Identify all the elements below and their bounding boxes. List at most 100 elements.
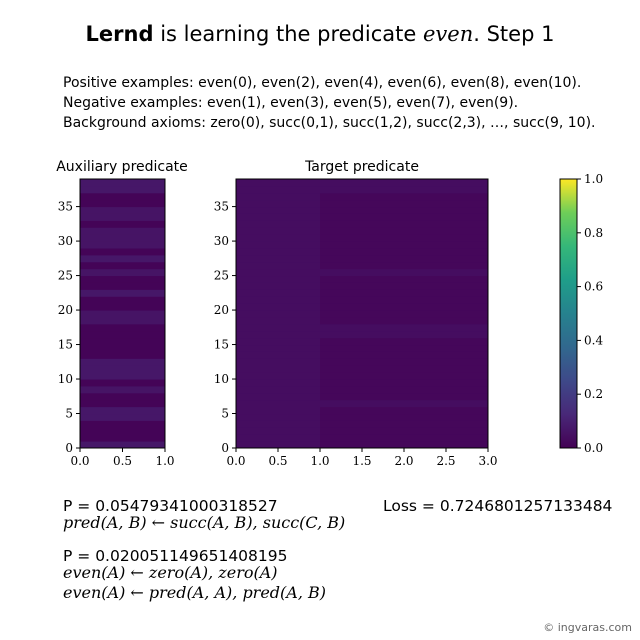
heatmap-cell [320,344,405,352]
x-tick-label: 2.0 [394,454,413,468]
heatmap-cell [320,282,405,290]
y-tick-label: 5 [65,407,73,421]
x-tick-label: 0.5 [113,454,132,468]
heatmap-cell [320,185,405,194]
heatmap-cell [236,227,321,235]
title-text: is learning the predicate [160,22,417,46]
aux-probability: P = 0.05479341000318527 [63,497,278,515]
y-tick-label: 0.8 [584,226,603,240]
y-tick-label: 25 [214,269,229,283]
heatmap-cell [236,192,321,201]
heatmap-cell [236,275,321,283]
heatmap-cell [236,351,321,359]
heatmap-cell [320,268,405,277]
heatmap-cell [320,365,405,373]
heatmap-cell [320,372,405,380]
heatmap-cell [80,268,166,277]
y-tick-label: 30 [58,234,73,248]
heatmap-cell [236,434,321,442]
target-rule-2: even(A) ← pred(A, A), pred(A, B) [63,583,327,602]
heatmap-cell [80,199,166,208]
heatmap-cell [404,420,489,428]
heatmap-cell [80,275,166,283]
heatmap-cell [320,406,405,415]
heatmap-cell [80,185,166,194]
heatmap-cell [236,282,321,290]
heatmap-cell [404,275,489,283]
figure-title: Lernd is learning the predicate even. St… [0,22,640,46]
heatmap-cell [80,234,166,242]
heatmap-cell [404,365,489,373]
heatmap-cell [320,434,405,442]
colorbar-gradient [560,179,577,448]
heatmap-cell [404,234,489,242]
heatmap-cell [320,392,405,401]
heatmap-cell [80,247,166,256]
heatmap-cell [80,179,166,187]
heatmap-cell [236,413,321,421]
heatmap-cell [80,192,166,201]
heatmap-cell [236,296,321,304]
y-tick-label: 35 [58,200,73,214]
heatmap-cell [404,185,489,194]
heatmap-cell [80,365,166,373]
heatmap-cell [404,220,489,228]
heatmap-cell [80,344,166,352]
heatmap-cell [236,261,321,270]
heatmap-cell [404,441,489,449]
heatmap-cell [404,427,489,435]
heatmap-cell [320,330,405,339]
heatmap-cell [404,399,489,408]
heatmap-cell [320,254,405,263]
heatmap-cell [404,392,489,401]
heatmap-cell [320,351,405,359]
aux-title: Auxiliary predicate [56,159,188,175]
heatmap-cell [236,241,321,249]
aux-rule: pred(A, B) ← succ(A, B), succ(C, B) [63,513,346,532]
heatmap-cell [404,261,489,270]
heatmap-cell [404,296,489,304]
x-tick-label: 0.0 [70,454,89,468]
heatmap-cell [404,268,489,277]
heatmap-cell [80,220,166,228]
heatmap-cell [80,434,166,442]
heatmap-cell [80,385,166,394]
heatmap-cell [404,179,489,187]
heatmap-cell [80,296,166,304]
y-tick-label: 1.0 [584,172,603,186]
heatmap-cell [80,372,166,380]
heatmap-cell [320,413,405,421]
heatmap-cell [236,420,321,428]
heatmap-cell [236,365,321,373]
heatmap-cell [320,199,405,208]
watermark: © ingvaras.com [543,621,632,634]
heatmap-cell [236,185,321,194]
heatmap-cell [236,268,321,277]
heatmap-cell [80,406,166,415]
y-tick-label: 10 [58,372,73,386]
heatmap-cell [80,282,166,290]
heatmap-cell [404,254,489,263]
heatmap-cell [404,199,489,208]
heatmap-cell [80,261,166,270]
heatmap-cell [236,310,321,318]
heatmap-cell [236,344,321,352]
heatmap-cell [404,192,489,201]
heatmap-cell [404,206,489,214]
heatmap-cell [80,303,166,311]
x-tick-label: 0.5 [268,454,287,468]
y-tick-label: 0 [65,441,73,455]
heatmap-cell [80,392,166,401]
heatmap-cell [236,179,321,187]
y-tick-label: 0.0 [584,441,603,455]
heatmap-cell [236,206,321,214]
heatmap-cell [80,227,166,235]
heatmap-cell [80,358,166,366]
heatmap-cell [320,296,405,304]
heatmap-cell [404,289,489,297]
heatmap-cell [236,316,321,325]
y-tick-label: 5 [221,407,229,421]
heatmap-cell [320,206,405,214]
